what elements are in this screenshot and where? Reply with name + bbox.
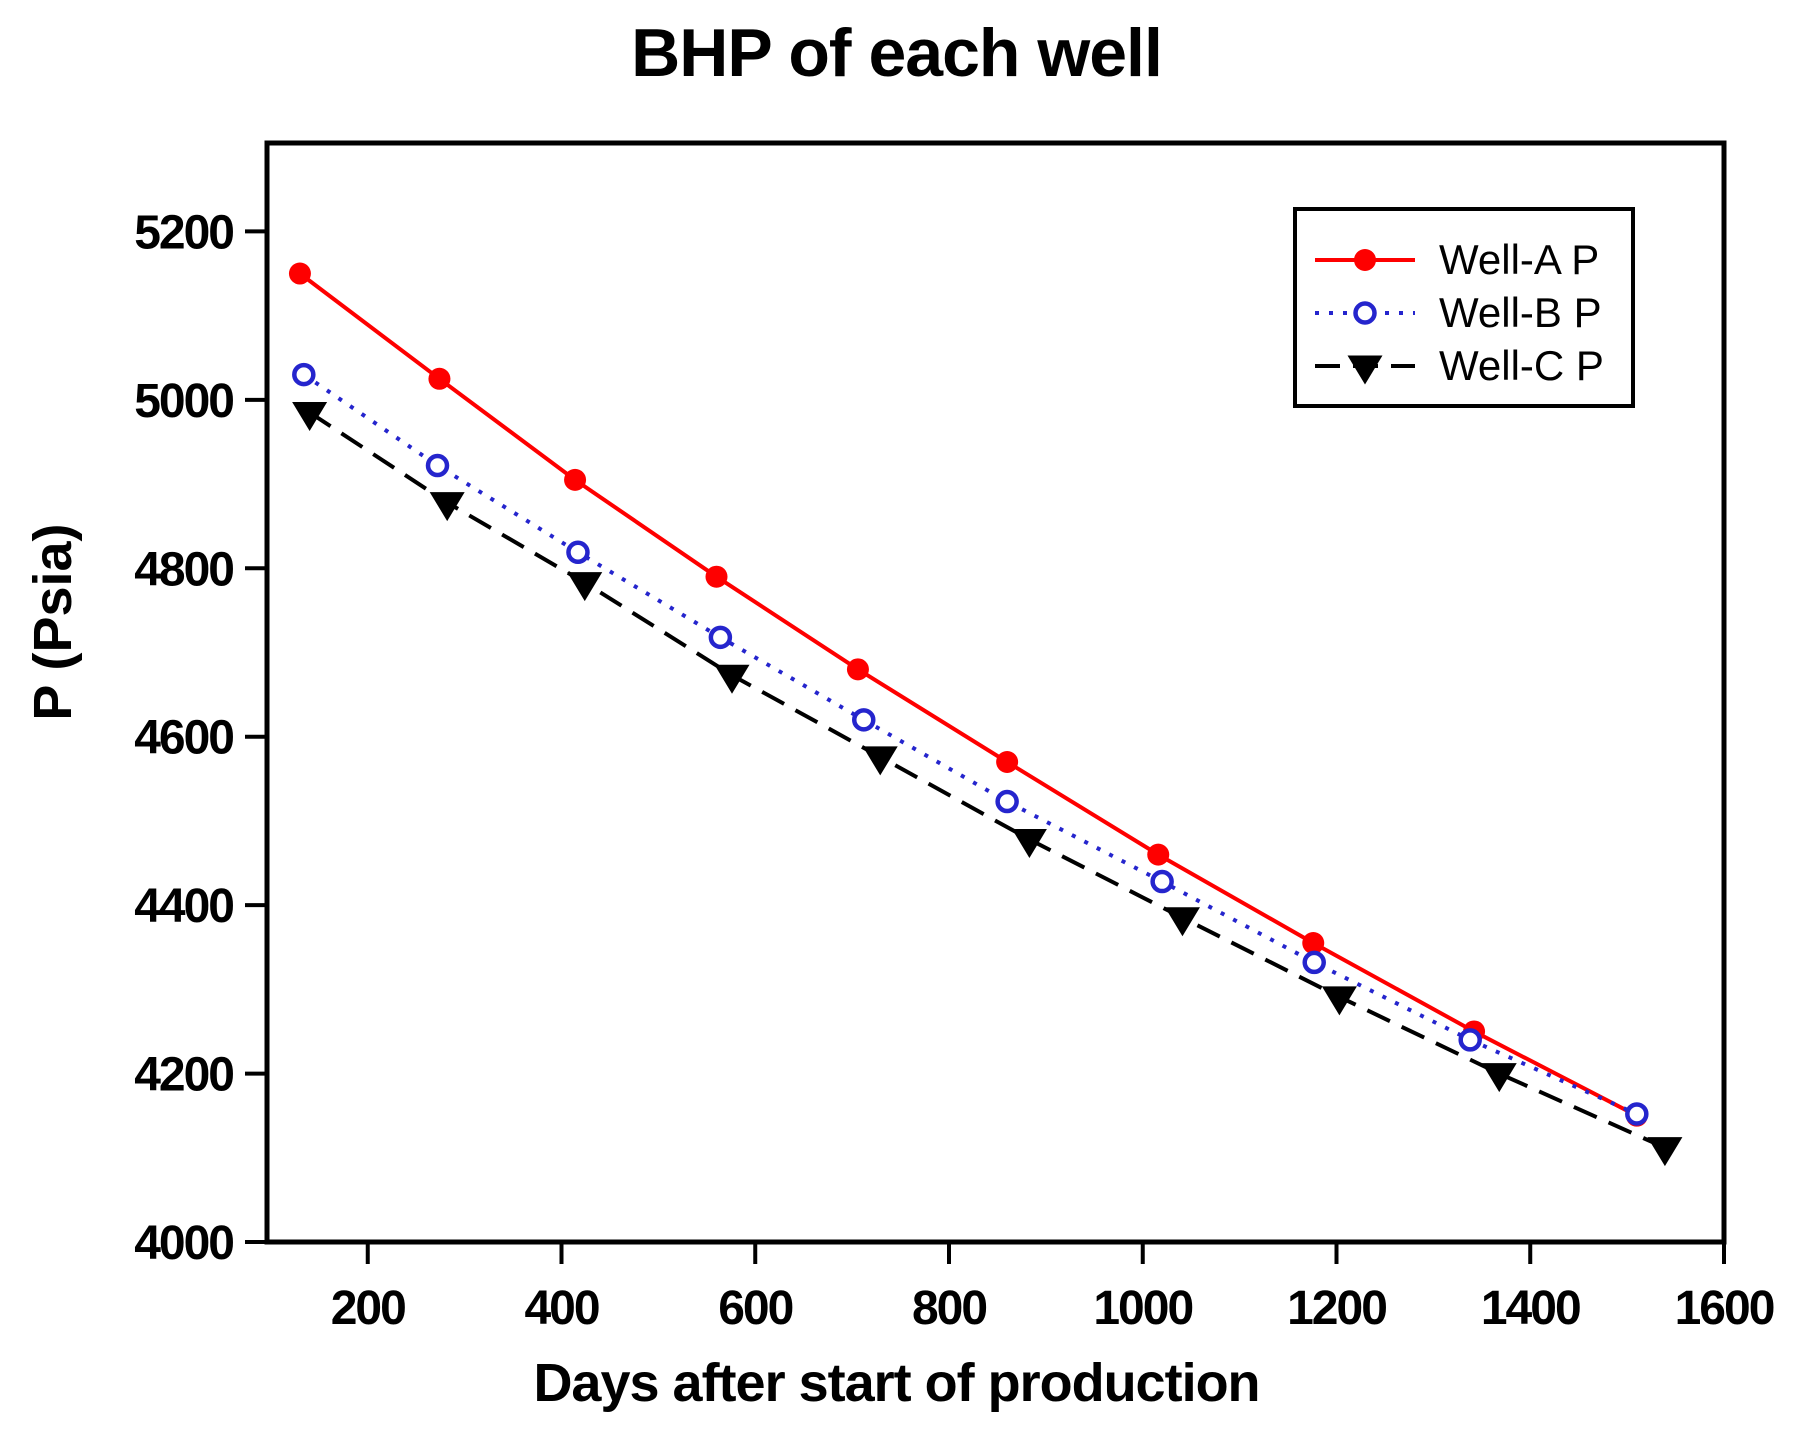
x-tick-label: 600 (718, 1282, 792, 1335)
legend-entry-well-a: Well-A P (1313, 233, 1631, 286)
series-well-a-p (288, 262, 1648, 1127)
series-well-c-p (292, 401, 1683, 1167)
y-tick-label: 4000 (134, 1217, 233, 1270)
x-axis-label: Days after start of production (533, 1353, 1260, 1413)
series-well-a-p-line (298, 271, 1638, 1118)
y-tick-label: 4600 (134, 712, 233, 765)
legend: Well-A P Well-B P Well-C P (1293, 207, 1635, 408)
x-tick-label: 800 (912, 1282, 986, 1335)
legend-entry-well-c: Well-C P (1313, 339, 1631, 392)
plot-frame (264, 140, 1727, 1245)
y-tick-label: 4400 (134, 880, 233, 933)
legend-sample-well-a-icon (1315, 248, 1415, 271)
y-tick-label: 4200 (134, 1049, 233, 1102)
series-well-b-p (292, 362, 1649, 1126)
x-tick-label: 1200 (1287, 1282, 1386, 1335)
y-tick-label: 5200 (134, 206, 233, 259)
x-tick-label: 1600 (1675, 1282, 1774, 1335)
x-tick-label: 1400 (1481, 1282, 1580, 1335)
legend-entry-well-b: Well-B P (1313, 286, 1631, 339)
x-tick-label: 1000 (1093, 1282, 1192, 1335)
y-tick-label: 5000 (134, 375, 233, 428)
series-well-b-p-line (302, 372, 1638, 1116)
legend-label-well-b: Well-B P (1439, 288, 1602, 336)
x-tick-label: 200 (331, 1282, 405, 1335)
x-tick-label: 400 (524, 1282, 598, 1335)
legend-label-well-a: Well-A P (1439, 235, 1600, 283)
y-tick-label: 4800 (134, 543, 233, 596)
legend-sample-well-b-icon (1315, 300, 1415, 325)
legend-label-well-c: Well-C P (1439, 341, 1604, 389)
series-well-c-p-line (308, 410, 1666, 1150)
chart-title: BHP of each well (631, 15, 1163, 91)
legend-sample-well-c-icon (1315, 355, 1415, 384)
